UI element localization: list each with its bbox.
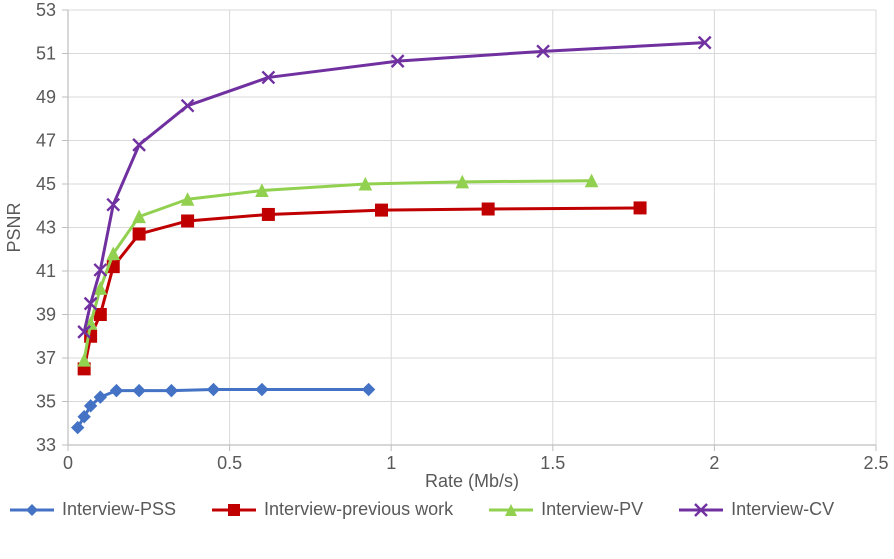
legend-item-0: Interview-PSS xyxy=(8,499,176,520)
legend-item-3: Interview-CV xyxy=(677,499,834,520)
legend-swatch-icon xyxy=(487,500,535,520)
y-tick-label: 41 xyxy=(36,261,56,281)
legend-item-1: Interview-previous work xyxy=(210,499,453,520)
chart-plot: 0 0.5 1 1.5 2 2.5 33 35 37 39 41 43 45 47 49 51 53 Rate (… xyxy=(0,0,894,495)
legend-swatch-icon xyxy=(677,500,725,520)
legend-item-2: Interview-PV xyxy=(487,499,643,520)
y-tick-label: 39 xyxy=(36,305,56,325)
y-tick-label: 37 xyxy=(36,348,56,368)
x-axis-label: Rate (Mb/s) xyxy=(425,471,519,491)
legend-swatch-icon xyxy=(210,500,258,520)
legend-label: Interview-CV xyxy=(731,499,834,520)
y-tick-label: 49 xyxy=(36,87,56,107)
y-tick-label: 43 xyxy=(36,218,56,238)
legend-swatch-icon xyxy=(8,500,56,520)
y-tick-label: 35 xyxy=(36,392,56,412)
y-tick-label: 51 xyxy=(36,44,56,64)
chart-legend: Interview-PSS Interview-previous work Inte… xyxy=(0,495,894,528)
y-axis-label: PSNR xyxy=(4,202,24,252)
x-tick-label: 1 xyxy=(386,453,396,473)
legend-label: Interview-PSS xyxy=(62,499,176,520)
y-tick-label: 53 xyxy=(36,0,56,20)
x-tick-label: 1.5 xyxy=(540,453,565,473)
x-tick-label: 2.5 xyxy=(863,453,888,473)
y-tick-label: 45 xyxy=(36,174,56,194)
x-tick-label: 2 xyxy=(709,453,719,473)
y-tick-label: 47 xyxy=(36,131,56,151)
legend-label: Interview-PV xyxy=(541,499,643,520)
legend-label: Interview-previous work xyxy=(264,499,453,520)
chart-container: 0 0.5 1 1.5 2 2.5 33 35 37 39 41 43 45 47 49 51 53 Rate (… xyxy=(0,0,894,559)
x-tick-label: 0.5 xyxy=(217,453,242,473)
x-tick-label: 0 xyxy=(63,453,73,473)
y-tick-label: 33 xyxy=(36,435,56,455)
